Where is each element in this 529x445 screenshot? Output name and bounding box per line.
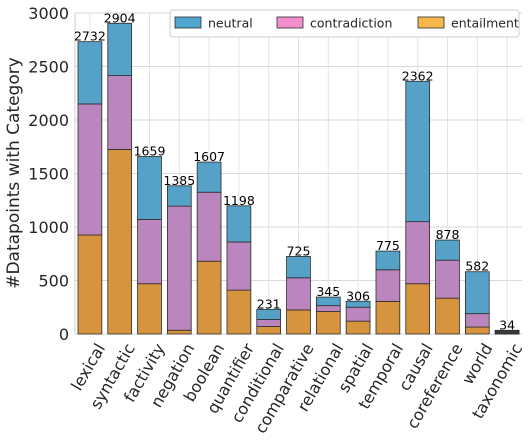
- bar-total-label: 582: [465, 259, 489, 274]
- bar-segment-entailment: [405, 283, 431, 335]
- bar-segment-neutral: [464, 271, 490, 315]
- bar-total-label: 2732: [74, 29, 106, 44]
- bar-total-label: 1607: [193, 149, 225, 164]
- bar-segment-entailment: [315, 311, 341, 335]
- bar-total-label: 345: [316, 284, 340, 299]
- bar-segment-small: [494, 329, 520, 335]
- bar-segment-contradiction: [137, 219, 162, 285]
- bar-segment-neutral: [137, 156, 162, 220]
- bar-segment-contradiction: [375, 269, 401, 302]
- bar-segment-neutral: [107, 22, 133, 76]
- bar-segment-entailment: [286, 309, 311, 335]
- bars: [77, 22, 520, 335]
- bar-segment-neutral: [226, 205, 252, 243]
- bar-segment-entailment: [464, 326, 490, 335]
- y-tick-label: 1500: [28, 165, 69, 184]
- bar-segment-entailment: [435, 297, 460, 335]
- y-tick-label: 500: [38, 272, 69, 291]
- bar-segment-contradiction: [315, 305, 341, 312]
- bar-total-label: 878: [436, 227, 460, 242]
- bar-segment-contradiction: [107, 75, 133, 150]
- bar-segment-contradiction: [405, 221, 431, 285]
- bar-segment-neutral: [286, 256, 311, 279]
- legend-swatch-neutral: [174, 16, 202, 29]
- bar-total-label: 2362: [402, 68, 434, 83]
- bar-segment-entailment: [77, 234, 103, 335]
- bar-segment-neutral: [196, 161, 222, 193]
- bar-segment-contradiction: [226, 241, 252, 291]
- labels: 0500100015002000250030002732lexical2904s…: [28, 4, 526, 437]
- legend-swatch-contradiction: [276, 16, 304, 29]
- legend-label-contradiction: contradiction: [310, 16, 392, 31]
- bar-total-label: 725: [287, 243, 311, 258]
- bar-segment-contradiction: [464, 313, 490, 328]
- y-tick-label: 2500: [28, 58, 69, 77]
- bar-segment-neutral: [405, 80, 431, 223]
- bar-segment-neutral: [375, 250, 401, 271]
- bar-segment-neutral: [256, 308, 282, 320]
- bar-total-label: 1385: [163, 173, 195, 188]
- bar-total-label: 1659: [134, 143, 166, 158]
- bar-segment-entailment: [375, 300, 401, 335]
- bar-segment-contradiction: [166, 205, 192, 331]
- bar-segment-contradiction: [435, 259, 460, 299]
- legend: neutral contradiction entailment: [169, 9, 520, 38]
- bar-total-label: 231: [257, 296, 281, 311]
- y-tick-label: 1000: [28, 218, 69, 237]
- y-tick-label: 3000: [28, 4, 69, 23]
- legend-label-neutral: neutral: [208, 16, 253, 31]
- bar-segment-entailment: [345, 320, 371, 335]
- bar-segment-entailment: [107, 149, 133, 335]
- bar-segment-entailment: [166, 329, 192, 335]
- bar-total-label: 2904: [104, 10, 136, 25]
- bar-segment-neutral: [315, 296, 341, 307]
- bar-segment-entailment: [226, 289, 252, 335]
- bar-segment-entailment: [196, 260, 222, 335]
- bar-total-label: 34: [499, 317, 515, 332]
- gridlines: [75, 12, 522, 335]
- bar-segment-neutral: [166, 185, 192, 207]
- y-tick-label: 0: [59, 325, 69, 344]
- y-axis-label: #Datapoints with Category: [4, 57, 24, 289]
- legend-swatch-entailment: [417, 16, 445, 29]
- bar-segment-contradiction: [256, 319, 282, 327]
- y-tick-label: 2000: [28, 111, 69, 130]
- bar-segment-contradiction: [77, 103, 103, 236]
- bar-segment-contradiction: [196, 191, 222, 262]
- bar-segment-entailment: [137, 283, 162, 335]
- bar-segment-entailment: [256, 326, 282, 335]
- bar-segment-contradiction: [286, 277, 311, 311]
- bar-segment-contradiction: [345, 306, 371, 322]
- bar-total-label: 1198: [223, 193, 255, 208]
- bar-segment-neutral: [345, 300, 371, 308]
- bar-total-label: 775: [376, 238, 400, 253]
- bar-segment-neutral: [435, 239, 460, 261]
- bar-total-label: 306: [346, 288, 370, 303]
- legend-label-entailment: entailment: [451, 16, 519, 31]
- bar-segment-neutral: [77, 41, 103, 105]
